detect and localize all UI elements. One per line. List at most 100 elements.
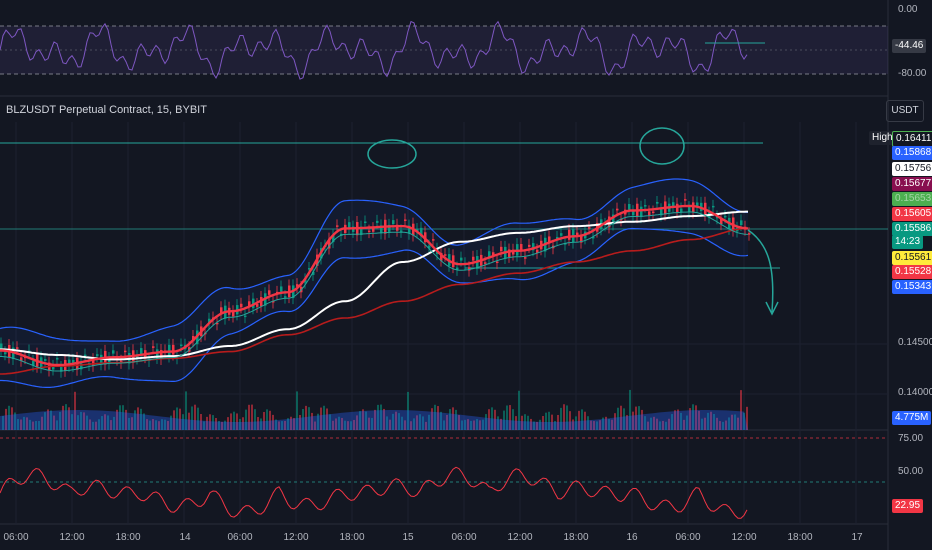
volume-bar	[53, 415, 55, 430]
candle-body	[140, 348, 143, 356]
volume-bar	[746, 406, 748, 430]
volume-bar	[155, 420, 157, 430]
volume-bar	[608, 419, 610, 430]
volume-bar	[302, 409, 304, 430]
volume-bar	[686, 415, 688, 430]
price-label-10: 0.15343	[892, 280, 932, 294]
volume-bar	[617, 407, 619, 430]
price-label-5: 0.15605	[892, 207, 932, 221]
volume-bar	[65, 404, 67, 430]
volume-bar	[461, 420, 463, 430]
volume-bar	[245, 409, 247, 430]
volume-bar	[452, 407, 454, 430]
volume-bar	[305, 405, 307, 430]
volume-bar	[509, 405, 511, 430]
price-label-9: 0.15528	[892, 265, 932, 279]
volume-bar	[131, 417, 133, 430]
volume-bar	[437, 406, 439, 430]
candle-body	[0, 343, 3, 351]
volume-bar	[566, 405, 568, 430]
candle-body	[496, 261, 499, 264]
candle-body	[556, 236, 559, 240]
candle-body	[484, 262, 487, 264]
osc-level-50: 50.00	[898, 466, 924, 477]
volume-bar	[224, 420, 226, 430]
volume-bar	[59, 411, 61, 430]
volume-bar	[383, 408, 385, 430]
volume-bar	[641, 409, 643, 430]
volume-bar	[419, 414, 421, 430]
candle-body	[372, 228, 375, 232]
candle-body	[712, 205, 715, 208]
candle-body	[220, 307, 223, 315]
time-label-15: 17	[851, 532, 863, 543]
volume-bar	[635, 406, 637, 430]
candle-body	[160, 349, 163, 360]
volume-bar	[332, 420, 334, 430]
volume-bar	[197, 407, 199, 430]
volume-bar	[563, 404, 565, 430]
volume-bar	[296, 391, 298, 430]
bollinger-upper	[0, 178, 749, 342]
osc-level-75: 75.00	[898, 433, 924, 444]
volume-bar	[674, 410, 676, 430]
volume-bar	[584, 411, 586, 430]
candle-body	[428, 245, 431, 249]
bollinger-lower	[0, 227, 749, 388]
candle-body	[96, 354, 99, 357]
volume-bar	[44, 412, 46, 430]
volume-bar	[98, 419, 100, 430]
candle-body	[740, 220, 743, 226]
volume-bar	[110, 420, 112, 430]
rsi-level-0: 0.00	[898, 4, 918, 15]
candle-body	[396, 224, 399, 231]
volume-bar	[650, 417, 652, 430]
volume-bar	[506, 405, 508, 430]
candle-body	[524, 257, 527, 259]
volume-bar	[407, 391, 409, 430]
volume-bar	[632, 411, 634, 430]
volume-bar	[230, 413, 232, 430]
candle-body	[576, 232, 579, 237]
volume-bar	[644, 416, 646, 430]
volume-bar	[482, 419, 484, 430]
volume-bar	[38, 420, 40, 430]
candle-body	[68, 359, 71, 366]
volume-bar	[596, 421, 598, 430]
candle-body	[748, 233, 751, 235]
volume-bar	[116, 409, 118, 430]
volume-bar	[143, 413, 145, 430]
volume-bar	[713, 413, 715, 430]
volume-bar	[590, 420, 592, 430]
candle-body	[328, 238, 331, 249]
volume-bar	[41, 416, 43, 430]
volume-bar	[404, 420, 406, 430]
volume-bar	[620, 405, 622, 430]
candle-body	[580, 235, 583, 243]
currency-button[interactable]: USDT	[886, 100, 924, 122]
rsi-current-label: -44.46	[892, 39, 927, 53]
volume-bar	[371, 417, 373, 430]
volume-bar	[119, 405, 121, 430]
price-axis-0140: 0.14000	[898, 387, 932, 398]
volume-bar	[32, 421, 34, 430]
candle-body	[60, 367, 63, 372]
volume-bar	[185, 391, 187, 430]
volume-bar	[494, 409, 496, 430]
volume-bar	[11, 407, 13, 430]
volume-bar	[191, 406, 193, 430]
volume-bar	[392, 413, 394, 430]
annotation-arrowhead	[765, 301, 779, 316]
volume-bar	[575, 416, 577, 430]
candle-body	[532, 243, 535, 251]
volume-bar	[233, 411, 235, 430]
volume-bar	[476, 419, 478, 430]
volume-bar	[248, 404, 250, 430]
volume-bar	[299, 415, 301, 430]
volume-bar	[20, 419, 22, 430]
candle-body	[472, 256, 475, 261]
volume-bar	[527, 415, 529, 430]
candle-body	[432, 239, 435, 241]
volume-bar	[569, 411, 571, 430]
